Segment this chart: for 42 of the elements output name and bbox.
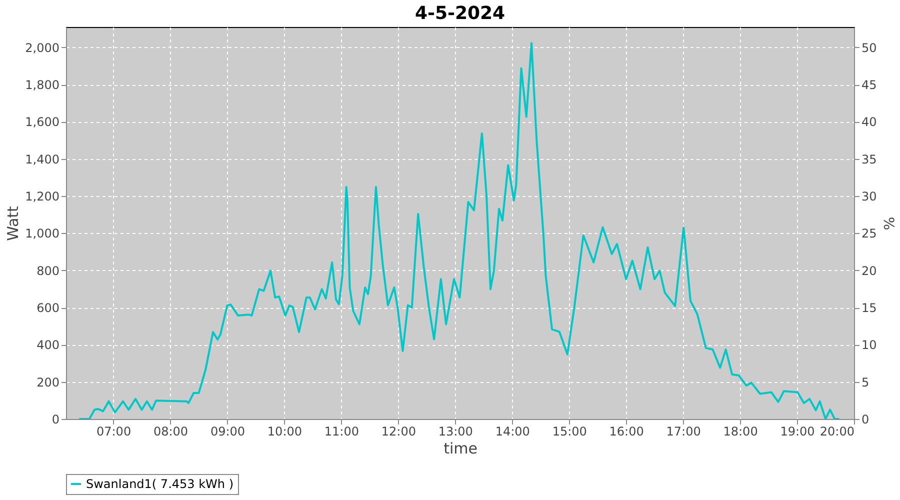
chart-title: 4-5-2024 [414,3,506,24]
x-tick-label: 07:00 [96,424,132,438]
x-tick-label: 08:00 [153,424,188,438]
y-tick-label: 600 [36,301,60,316]
y2-tick-label: 0 [862,412,870,426]
y-tick-label: 1,400 [25,152,60,166]
x-tick-label: 15:00 [552,424,587,438]
y2-tick-label: 40 [862,115,877,130]
line-series [78,42,840,419]
x-tick-label: 12:00 [381,424,416,438]
y-tick-label: 0 [52,412,60,426]
x-tick-label: 19:00 [780,424,815,438]
y-tick-label: 1,800 [25,78,60,92]
y-axis-title: Watt [4,206,22,241]
legend-label: Swanland1( 7.453 kWh ) [86,477,234,491]
y-tick-label: 2,000 [25,40,60,55]
y2-axis-title: % [880,216,896,230]
x-tick-label: 13:00 [438,424,473,438]
x-tick-label: 17:00 [666,424,701,438]
y2-tick-label: 25 [862,226,877,241]
x-tick-label: 11:00 [324,424,359,438]
y2-tick-label: 10 [862,338,877,352]
y2-tick-label: 5 [862,375,870,390]
y-tick-label: 400 [36,338,60,352]
x-axis-title: time [444,440,478,458]
x-tick-label: 20:00 [820,424,854,438]
y-tick-label: 1,000 [25,226,60,241]
y-tick-label: 200 [36,375,60,390]
y-tick-label: 800 [36,264,60,278]
y2-tick-label: 50 [862,40,877,55]
y2-tick-label: 15 [862,301,877,316]
y2-tick-label: 30 [862,190,877,204]
y2-tick-label: 20 [862,264,877,278]
x-tick-label: 14:00 [495,424,530,438]
x-tick-label: 09:00 [210,424,246,438]
x-tick-label: 16:00 [609,424,644,438]
x-tick-label: 10:00 [267,424,302,438]
y-tick-label: 1,600 [25,115,60,130]
y2-tick-label: 45 [862,78,877,92]
y-tick-label: 1,200 [25,190,60,204]
y2-tick-label: 35 [862,152,877,166]
x-tick-label: 18:00 [723,424,758,438]
